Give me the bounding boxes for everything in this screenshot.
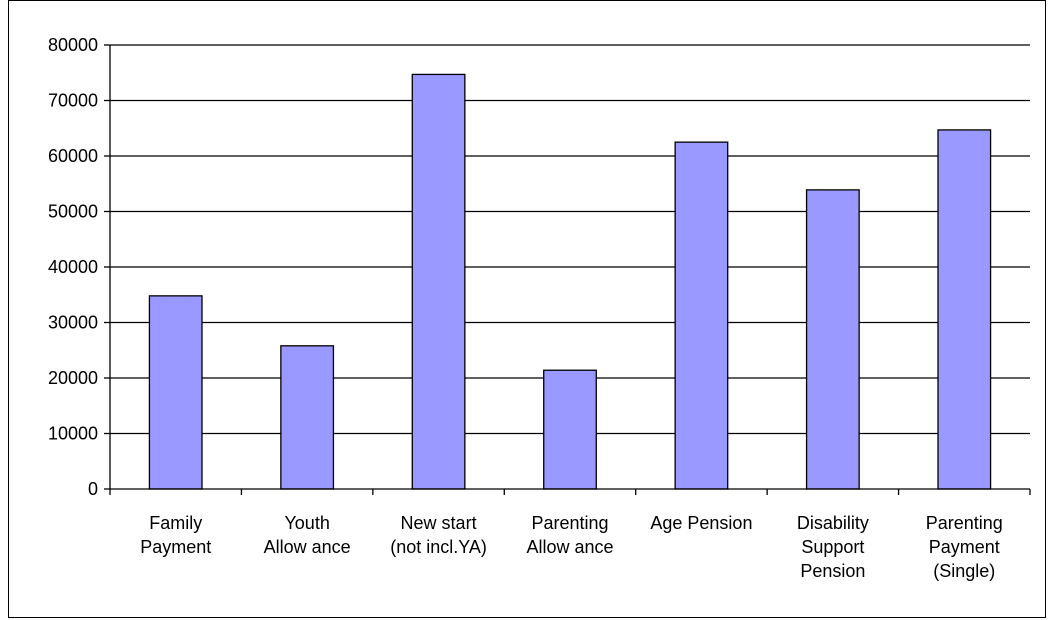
x-category-label: Disability [797, 513, 869, 533]
x-category-label: (not incl.YA) [390, 537, 487, 557]
y-tick-label: 40000 [48, 257, 98, 277]
bar [543, 369, 597, 490]
bar [674, 141, 729, 490]
grid-layer [110, 44, 1030, 435]
x-category-label: Payment [929, 537, 1000, 557]
bar [148, 295, 203, 490]
x-category-label: Age Pension [650, 513, 752, 533]
axis-layer [104, 44, 1031, 495]
x-category-label: Family [149, 513, 202, 533]
y-tick-label: 80000 [48, 35, 98, 55]
y-tick-label: 60000 [48, 146, 98, 166]
y-tick-label: 30000 [48, 313, 98, 333]
x-category-label: Pension [800, 561, 865, 581]
y-tick-label: 20000 [48, 368, 98, 388]
x-category-label: Parenting [926, 513, 1003, 533]
label-layer: 0 10000 20000 30000 40000 50000 60000 70000 8000… [48, 35, 1003, 581]
bar [411, 73, 466, 490]
bar [937, 129, 992, 490]
x-category-label: Parenting [531, 513, 608, 533]
bar [805, 189, 860, 490]
x-category-label: Youth [284, 513, 329, 533]
y-tick-label: 50000 [48, 202, 98, 222]
bar-layer [148, 73, 992, 490]
y-tick-label: 70000 [48, 91, 98, 111]
x-category-label: (Single) [933, 561, 995, 581]
x-category-label: Payment [140, 537, 211, 557]
y-tick-label: 10000 [48, 424, 98, 444]
x-category-label: New start [401, 513, 477, 533]
x-category-label: Allow ance [264, 537, 351, 557]
bar [280, 345, 335, 490]
y-tick-label: 0 [88, 479, 98, 499]
x-category-label: Allow ance [526, 537, 613, 557]
x-category-label: Support [801, 537, 864, 557]
